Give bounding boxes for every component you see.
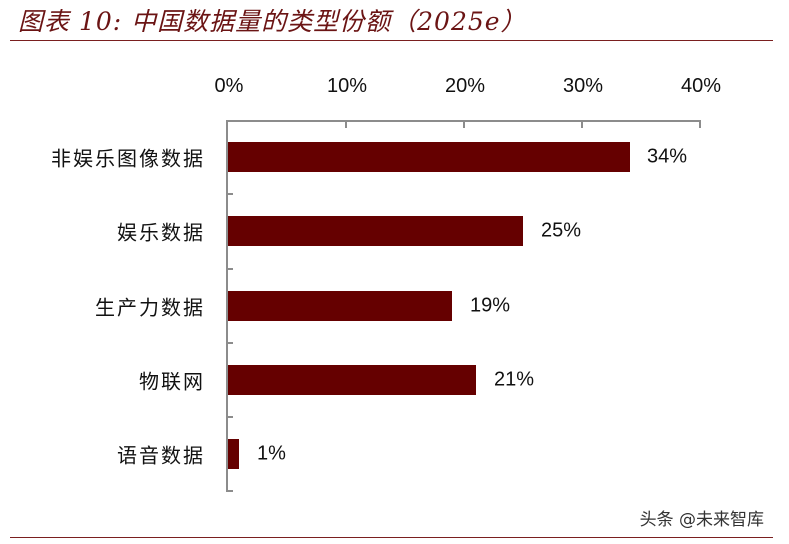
title-divider bbox=[10, 40, 773, 41]
x-tick-label-40: 40% bbox=[680, 75, 722, 97]
x-tick-mark bbox=[699, 120, 701, 128]
bar-entertainment bbox=[228, 216, 523, 246]
value-label: 25% bbox=[541, 219, 582, 242]
value-label: 19% bbox=[470, 294, 511, 317]
category-label: 物联网 bbox=[139, 369, 205, 394]
bar-non-entertainment-image bbox=[228, 142, 630, 172]
watermark: 头条 @未来智库 bbox=[639, 510, 764, 530]
x-tick-label-30: 30% bbox=[562, 75, 604, 97]
x-tick-mark bbox=[581, 120, 583, 128]
category-label: 生产力数据 bbox=[95, 295, 205, 320]
y-tick-mark bbox=[226, 193, 233, 195]
x-tick-mark bbox=[345, 120, 347, 128]
bar-productivity bbox=[228, 291, 452, 321]
y-tick-mark bbox=[226, 416, 233, 418]
x-tick-label-20: 20% bbox=[444, 75, 486, 97]
bar-iot bbox=[228, 365, 476, 395]
footer-divider bbox=[10, 537, 773, 538]
value-label: 21% bbox=[494, 368, 535, 391]
x-tick-label-10: 10% bbox=[326, 75, 368, 97]
category-label: 语音数据 bbox=[117, 443, 205, 468]
x-tick-mark bbox=[463, 120, 465, 128]
bar-voice bbox=[228, 439, 239, 469]
value-label: 34% bbox=[647, 145, 688, 168]
y-tick-mark bbox=[226, 490, 233, 492]
y-axis-line bbox=[226, 120, 228, 492]
chart-title: 图表 10: 中国数据量的类型份额（2025e） bbox=[18, 7, 527, 36]
y-tick-mark bbox=[226, 342, 233, 344]
y-tick-mark bbox=[226, 268, 233, 270]
category-label: 娱乐数据 bbox=[117, 220, 205, 245]
value-label: 1% bbox=[257, 442, 286, 465]
x-tick-label-0: 0% bbox=[214, 75, 244, 97]
category-label: 非娱乐图像数据 bbox=[51, 146, 205, 171]
